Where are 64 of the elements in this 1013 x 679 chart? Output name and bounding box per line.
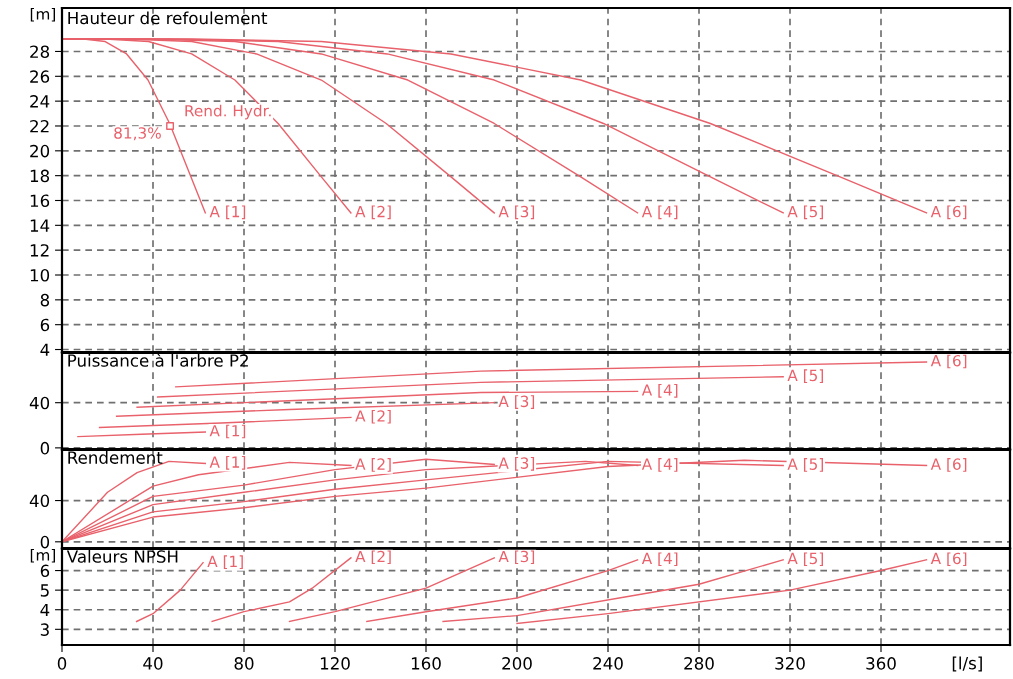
- series-label: A [1]: [209, 456, 246, 470]
- series-label: A [4]: [641, 205, 678, 220]
- x-tick-label: 80: [234, 657, 254, 670]
- y-tick-label: 4: [40, 343, 50, 356]
- series-label: A [6]: [930, 552, 967, 567]
- y-tick-label: 12: [30, 244, 49, 257]
- y-tick-label: 24: [30, 95, 50, 108]
- series-label: A [6]: [930, 205, 967, 220]
- y-tick-label: 18: [30, 169, 50, 183]
- chart-title: Puissance à l'arbre P2: [68, 353, 248, 367]
- series-label: A [6]: [930, 458, 967, 472]
- series-label: A [5]: [787, 369, 823, 383]
- annotation: 81,3%: [114, 127, 161, 141]
- y-tick-label: 26: [30, 70, 50, 83]
- series-label: A [4]: [641, 384, 678, 398]
- y-tick-label: 20: [30, 144, 50, 158]
- series-label: A [3]: [498, 457, 535, 471]
- series-label: A [4]: [641, 458, 678, 472]
- series-label: A [2]: [355, 550, 391, 565]
- x-tick-label: 40: [143, 657, 163, 670]
- x-tick-label: 360: [866, 657, 896, 670]
- y-tick-label: 0: [40, 441, 50, 455]
- y-tick-label: 40: [29, 494, 50, 508]
- x-tick-label: 120: [320, 657, 350, 670]
- series-label: A [1]: [209, 205, 246, 220]
- y-tick-label: 6: [40, 564, 50, 578]
- series-label: A [6]: [930, 354, 967, 369]
- series-label: A [3]: [498, 205, 535, 220]
- series-label: A [3]: [498, 395, 535, 409]
- x-tick-label: 200: [502, 657, 532, 670]
- y-tick-label: 10: [30, 268, 50, 282]
- series-label: A [1]: [209, 424, 246, 439]
- x-axis-title: [l/s]: [952, 656, 982, 672]
- series-label: A [4]: [641, 552, 678, 567]
- x-tick-label: 160: [411, 657, 441, 670]
- y-tick-label: 0: [40, 535, 50, 549]
- series-label: A [5]: [787, 205, 823, 220]
- chart-title: Hauteur de refoulement: [68, 11, 268, 25]
- y-tick-label: 40: [29, 396, 50, 410]
- y-tick-label: 16: [30, 194, 50, 208]
- annotation: Rend. Hydr.: [185, 104, 271, 120]
- y-tick-label: 14: [30, 219, 50, 232]
- series-label: A [2]: [355, 458, 391, 472]
- chart-title: Valeurs NPSH: [66, 549, 178, 563]
- y-tick-label: 6: [40, 318, 50, 332]
- y-axis-title: [m]: [30, 549, 55, 563]
- y-tick-label: 5: [40, 584, 49, 597]
- series-label: A [5]: [787, 458, 823, 472]
- series-label: A [2]: [355, 205, 391, 220]
- y-tick-label: 8: [40, 293, 50, 307]
- y-tick-label: 3: [40, 623, 49, 636]
- series-label: A [1]: [207, 555, 243, 569]
- y-axis-title: [m]: [30, 8, 55, 22]
- chart-title: Rendement: [68, 450, 163, 464]
- series-label: A [2]: [355, 409, 391, 424]
- x-tick-label: 240: [593, 657, 623, 670]
- y-tick-label: 4: [40, 603, 50, 617]
- y-tick-label: 28: [30, 45, 50, 59]
- x-tick-label: 320: [775, 657, 805, 670]
- x-tick-label: 0: [57, 657, 67, 670]
- series-label: A [3]: [498, 550, 535, 565]
- series-label: A [5]: [787, 552, 823, 567]
- y-tick-label: 22: [30, 119, 49, 133]
- x-tick-label: 280: [684, 657, 714, 670]
